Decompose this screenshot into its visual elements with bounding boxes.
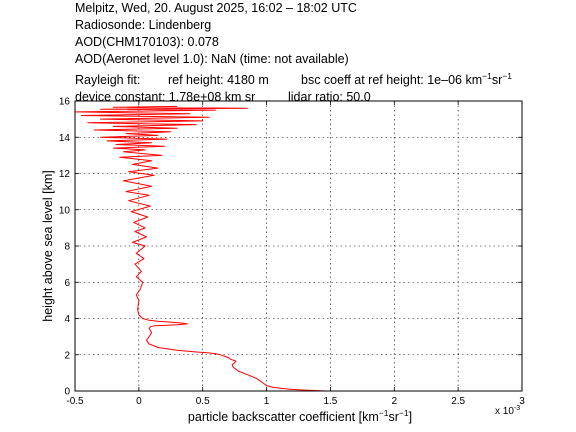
x-tick-label: 2.5 [451,396,465,407]
header-rayleigh-row: Rayleigh fit: ref height: 4180 m bsc coeff… [75,68,512,89]
x-tick-label: 1.5 [323,396,337,407]
header-line-aod-aeronet: AOD(Aeronet level 1.0): NaN (time: not a… [75,52,349,66]
y-tick-label: 6 [64,278,70,289]
ref-height-label: ref height: 4180 m [168,73,269,88]
y-tick-label: 4 [64,314,70,325]
y-tick-label: 8 [64,242,70,253]
backscatter-profile-line [74,105,327,392]
chart-ticks [74,100,523,392]
x-tick-label: 2 [392,396,398,407]
x-tick-label: 0.5 [196,396,210,407]
y-tick-label: 10 [59,205,71,216]
x-tick-label: 0 [136,396,142,407]
x-tick-label: -0.5 [66,396,84,407]
header-line-aod-chm: AOD(CHM170103): 0.078 [75,35,219,49]
y-tick-label: 14 [59,133,71,144]
y-tick-label: 12 [59,169,71,180]
header-line-location: Melpitz, Wed, 20. August 2025, 16:02 – 1… [75,1,357,15]
chart-grid [75,101,522,391]
y-axis-label: height above sea level [km] [41,170,55,321]
y-tick-label: 2 [64,350,70,361]
x-tick-label: 1 [264,396,270,407]
plot-frame [74,100,523,392]
y-tick-label: 0 [64,387,70,398]
rayleigh-fit-label: Rayleigh fit: [75,73,141,88]
y-tick-label: 16 [59,97,71,108]
x-axis-label: particle backscatter coefficient [km−1sr… [188,408,412,424]
x-tick-label: 3 [519,396,525,407]
chart-line-layer [74,105,327,392]
x-exponent-label: x 10-3 [495,405,520,417]
header-line-radiosonde: Radiosonde: Lindenberg [75,18,212,32]
bsc-coeff-label: bsc coeff at ref height: 1e–06 km−1sr−1 [301,71,512,88]
